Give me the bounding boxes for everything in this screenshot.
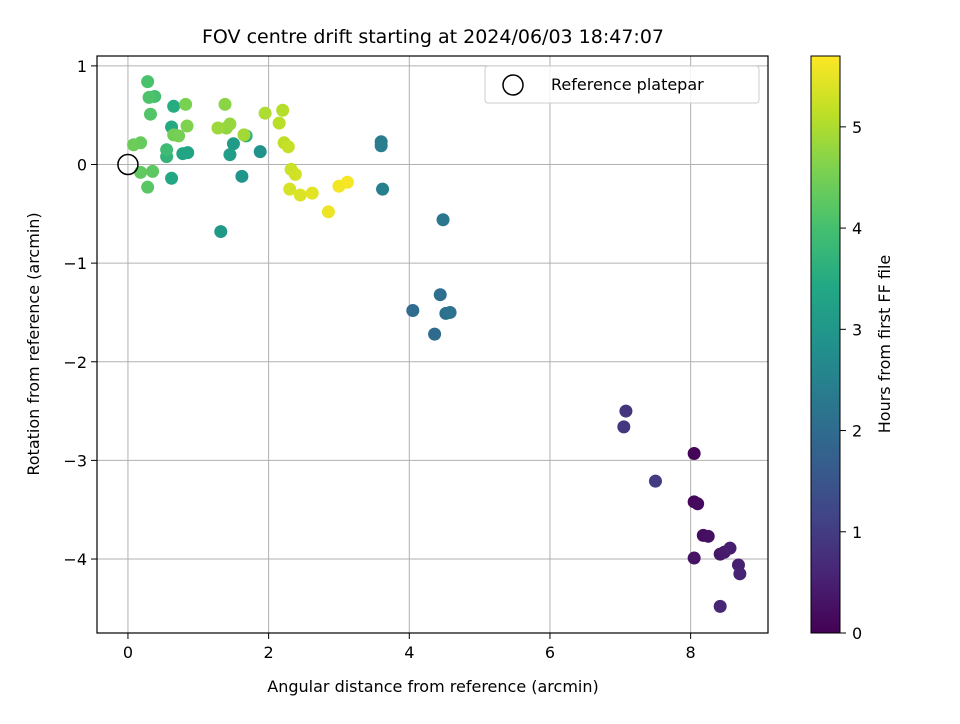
scatter-point	[687, 551, 701, 565]
y-tick-label: −2	[63, 353, 87, 372]
scatter-point	[433, 288, 447, 302]
scatter-point	[142, 90, 156, 104]
legend-box	[484, 65, 760, 104]
scatter-point	[691, 497, 705, 511]
scatter-point	[617, 420, 631, 434]
scatter-point	[211, 121, 225, 135]
x-tick-label: 0	[123, 643, 133, 662]
scatter-point	[288, 167, 302, 181]
scatter-point	[134, 165, 148, 179]
chart-title: FOV centre drift starting at 2024/06/03 …	[202, 26, 664, 48]
y-tick-label: 0	[77, 155, 87, 174]
scatter-point	[376, 182, 390, 196]
scatter-point	[276, 103, 290, 117]
scatter-point	[141, 75, 155, 89]
y-tick-label: −3	[63, 451, 87, 470]
scatter-point	[235, 169, 249, 183]
colorbar-gradient	[810, 55, 841, 634]
legend: Reference platepar	[484, 65, 760, 104]
scatter-point	[305, 186, 319, 200]
scatter-point	[127, 138, 141, 152]
scatter-point	[223, 117, 237, 131]
x-tick-label: 8	[686, 643, 696, 662]
colorbar-tick-label: 1	[852, 523, 862, 542]
scatter-point	[165, 171, 179, 185]
x-tick-label: 2	[264, 643, 274, 662]
x-axis-ticks: 0 2 4 6 8	[123, 633, 696, 662]
colorbar-ticks: 0 1 2 3 4 5	[840, 118, 862, 643]
scatter-point	[214, 225, 228, 239]
scatter-point	[146, 164, 160, 178]
legend-marker-icon	[502, 74, 524, 96]
x-tick-label: 4	[404, 643, 414, 662]
scatter-points	[127, 75, 747, 613]
scatter-point	[340, 175, 354, 189]
scatter-point	[272, 116, 286, 130]
scatter-point	[723, 541, 737, 555]
scatter-point	[713, 599, 727, 613]
scatter-point	[160, 143, 174, 157]
colorbar-tick-label: 5	[852, 118, 862, 137]
scatter-point	[733, 567, 747, 581]
scatter-point	[428, 327, 442, 341]
grid-lines	[97, 56, 768, 633]
scatter-point	[283, 182, 297, 196]
scatter-point	[237, 128, 251, 142]
colorbar-tick-label: 3	[852, 320, 862, 339]
scatter-point	[436, 213, 450, 227]
scatter-point	[701, 529, 715, 543]
y-tick-label: −1	[63, 254, 87, 273]
scatter-point	[226, 137, 240, 151]
y-tick-label: −4	[63, 550, 87, 569]
scatter-point	[293, 188, 307, 202]
reference-platepar-marker	[117, 153, 139, 176]
plot-frame	[96, 55, 769, 634]
colorbar-tick-label: 4	[852, 219, 862, 238]
legend-entry-reference-platepar: Reference platepar	[551, 75, 704, 94]
x-tick-label: 6	[545, 643, 555, 662]
colorbar: 0 1 2 3 4 5 Hours from first FF file	[810, 55, 894, 643]
scatter-point	[223, 148, 237, 162]
scatter-point	[281, 140, 295, 154]
scatter-point	[687, 446, 701, 460]
scatter-point	[619, 404, 633, 418]
scatter-point	[374, 139, 388, 153]
scatter-point	[172, 129, 186, 143]
scatter-point	[443, 305, 457, 319]
y-axis-ticks: 1 0 −1 −2 −3 −4	[63, 57, 97, 569]
scatter-point	[648, 474, 662, 488]
y-axis-label: Rotation from reference (arcmin)	[24, 212, 43, 475]
scatter-point	[176, 147, 190, 161]
scatter-point	[179, 97, 193, 111]
colorbar-label: Hours from first FF file	[875, 255, 894, 434]
colorbar-tick-label: 0	[852, 624, 862, 643]
colorbar-tick-label: 2	[852, 422, 862, 441]
scatter-point	[321, 205, 335, 219]
scatter-point	[180, 119, 194, 133]
x-axis-label: Angular distance from reference (arcmin)	[267, 677, 598, 696]
scatter-point	[218, 97, 232, 111]
scatter-point	[143, 107, 157, 121]
scatter-point	[406, 303, 420, 317]
y-tick-label: 1	[77, 57, 87, 76]
scatter-point	[258, 106, 272, 120]
scatter-point	[141, 180, 155, 194]
scatter-point	[253, 145, 267, 159]
scatter-point	[167, 99, 181, 113]
